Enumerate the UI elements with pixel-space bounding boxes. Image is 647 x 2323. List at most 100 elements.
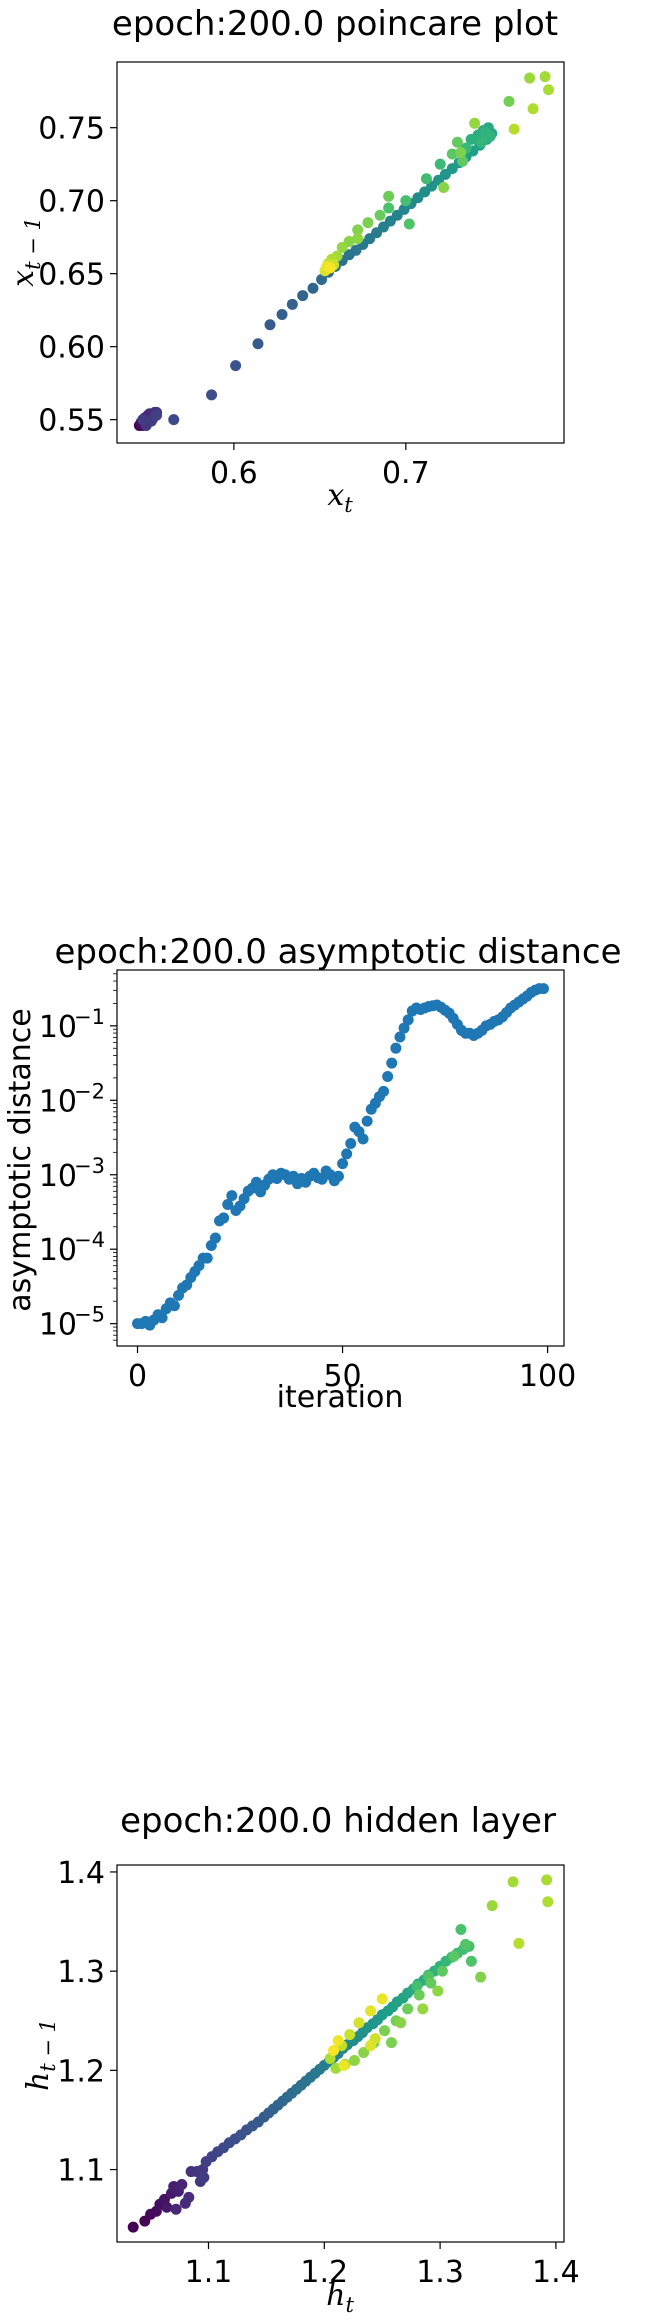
y-tick-label: 10 [39,1233,77,1268]
x-tick-label: 1.3 [416,2255,464,2290]
y-tick-exponent: −3 [74,1154,105,1178]
data-point [332,1170,344,1182]
data-point [264,319,276,331]
data-point [252,338,264,350]
data-point [390,1042,402,1054]
data-point [402,2003,414,2015]
y-tick-label: 10 [39,1010,77,1045]
plot-frame [116,61,565,444]
chart-title: epoch:200.0 poincare plot [112,4,558,44]
asymptotic-distance-chart: epoch:200.0 asymptotic distance 0 50 100 1… [3,932,622,1415]
x-axis-ticks: 0.6 0.7 [210,443,430,491]
data-point [226,1190,238,1202]
data-point [324,262,336,274]
data-point [345,1137,357,1149]
y-tick-label: 1.1 [57,2154,105,2189]
y-tick-label: 0.60 [38,331,105,366]
y-tick-exponent: −1 [74,1005,105,1029]
y-tick-label: 10 [39,1308,77,1343]
data-point [475,1971,487,1983]
plot-frame [116,1864,565,2243]
data-point [286,298,298,310]
data-point [183,2191,195,2203]
data-point [176,2178,188,2190]
data-point [156,1312,168,1324]
data-point [398,1022,410,1034]
x-axis-label: iteration [277,1380,404,1415]
plot-frame [116,969,565,1347]
data-point [218,1212,230,1224]
x-axis-label: ht [326,2278,354,2317]
data-point [307,282,319,294]
data-point [168,414,180,426]
data-point [527,103,539,115]
y-axis-ticks: 1.1 1.2 1.3 1.4 [57,1856,117,2189]
y-tick-label: 1.2 [57,2054,105,2089]
data-point [413,1989,425,2001]
data-point [198,2172,210,2184]
data-point [337,1158,349,1170]
y-axis-label: ht − 1 [21,2019,60,2091]
data-point [353,2017,365,2029]
data-point [438,182,450,194]
data-point [402,1014,414,1026]
data-point [151,409,163,421]
data-point [336,241,348,253]
data-point [352,224,364,236]
y-tick-label: 0.65 [38,258,105,293]
data-point [469,117,481,129]
x-tick-label: 0.7 [382,456,430,491]
data-point [503,95,515,107]
data-point [537,983,549,995]
x-axis-label: xt [327,478,353,517]
chart-title: epoch:200.0 asymptotic distance [55,932,622,972]
data-point [455,147,467,159]
data-point [451,136,463,148]
data-point [222,1199,234,1211]
x-tick-label: 0.6 [210,456,258,491]
x-tick-label: 1.2 [300,2255,348,2290]
data-point [362,217,374,229]
data-point [508,123,520,135]
x-tick-label: 100 [519,1359,576,1394]
data-point [137,414,149,426]
y-tick-label: 1.3 [57,1955,105,1990]
data-point [170,2203,182,2215]
data-point [417,2003,429,2015]
data-point [524,72,536,84]
data-point [457,155,469,167]
data-point [460,1938,472,1950]
data-point [543,84,555,96]
hidden-layer-chart: epoch:200.0 hidden layer 1.1 1.2 1.3 1.4 1.… [21,1801,580,2317]
data-point [420,173,432,185]
data-point [432,1985,444,1997]
data-point [358,2047,370,2059]
y-tick-label: 0.75 [38,112,105,147]
data-point [383,202,395,214]
data-point [344,2029,356,2041]
data-point [348,2054,360,2066]
data-point [338,2059,350,2071]
data-point [436,1965,448,1977]
y-tick-exponent: −4 [74,1228,105,1252]
y-axis-ticks: 0.55 0.60 0.65 0.70 0.75 [38,112,117,439]
x-tick-label: 1.1 [185,2255,233,2290]
data-point [168,1300,180,1312]
data-point [365,2040,377,2052]
x-axis-ticks: 0 50 100 [128,1346,576,1394]
data-point [382,1070,394,1082]
data-point [448,1950,460,1962]
data-point [352,233,364,245]
y-tick-exponent: −2 [74,1079,105,1103]
y-tick-label: 10 [39,1084,77,1119]
data-points [132,983,549,1331]
data-point [383,190,395,202]
data-point [465,1955,477,1967]
poincare-plot-chart: epoch:200.0 poincare plot 0.6 0.7 0.55 0.6… [6,4,565,517]
data-point [484,130,496,142]
data-point [341,1148,353,1160]
x-tick-label: 0 [128,1359,147,1394]
data-point [230,360,242,372]
data-point [365,2005,377,2017]
